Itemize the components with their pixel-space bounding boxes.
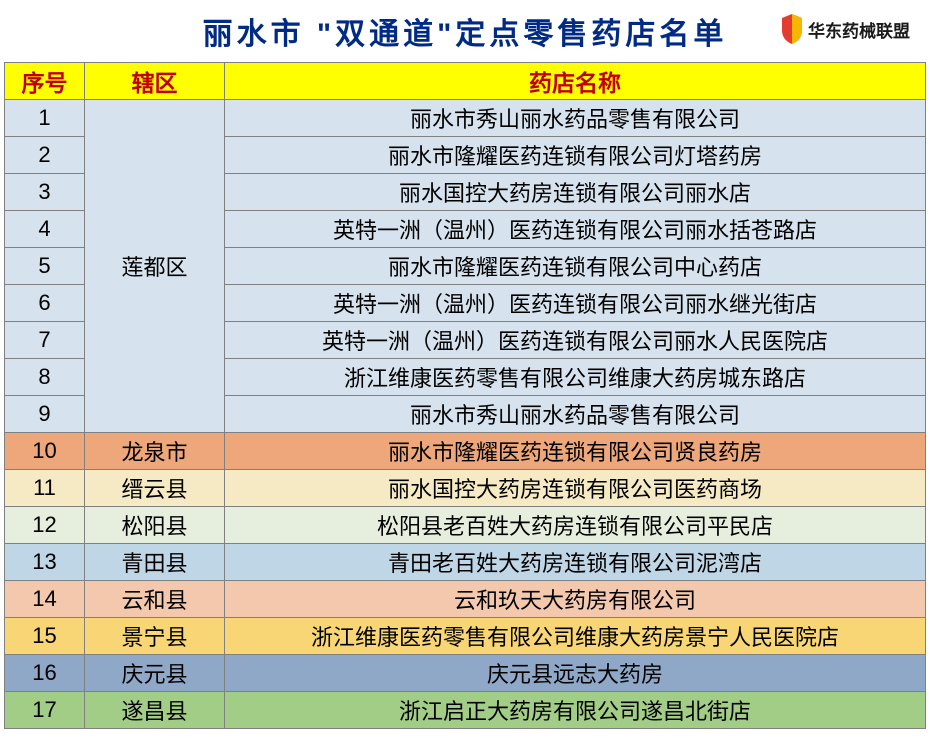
- cell-seq: 2: [5, 137, 85, 174]
- table-row: 13青田县青田老百姓大药房连锁有限公司泥湾店: [5, 544, 926, 581]
- cell-seq: 3: [5, 174, 85, 211]
- brand-badge: 华东药械联盟: [780, 12, 910, 46]
- cell-seq: 17: [5, 692, 85, 729]
- cell-pharmacy-name: 丽水市隆耀医药连锁有限公司贤良药房: [225, 433, 926, 470]
- cell-district: 青田县: [85, 544, 225, 581]
- table-body: 1莲都区丽水市秀山丽水药品零售有限公司2丽水市隆耀医药连锁有限公司灯塔药房3丽水…: [5, 100, 926, 729]
- cell-pharmacy-name: 浙江启正大药房有限公司遂昌北街店: [225, 692, 926, 729]
- col-header-district: 辖区: [85, 63, 225, 100]
- cell-pharmacy-name: 丽水市秀山丽水药品零售有限公司: [225, 100, 926, 137]
- cell-pharmacy-name: 云和玖天大药房有限公司: [225, 581, 926, 618]
- cell-seq: 5: [5, 248, 85, 285]
- cell-seq: 15: [5, 618, 85, 655]
- cell-seq: 16: [5, 655, 85, 692]
- cell-pharmacy-name: 青田老百姓大药房连锁有限公司泥湾店: [225, 544, 926, 581]
- cell-seq: 7: [5, 322, 85, 359]
- cell-pharmacy-name: 浙江维康医药零售有限公司维康大药房城东路店: [225, 359, 926, 396]
- table-row: 12松阳县松阳县老百姓大药房连锁有限公司平民店: [5, 507, 926, 544]
- cell-seq: 14: [5, 581, 85, 618]
- cell-district: 遂昌县: [85, 692, 225, 729]
- brand-text: 华东药械联盟: [808, 17, 910, 42]
- table-row: 15景宁县浙江维康医药零售有限公司维康大药房景宁人民医院店: [5, 618, 926, 655]
- cell-pharmacy-name: 丽水市隆耀医药连锁有限公司中心药店: [225, 248, 926, 285]
- cell-pharmacy-name: 丽水市隆耀医药连锁有限公司灯塔药房: [225, 137, 926, 174]
- cell-pharmacy-name: 丽水国控大药房连锁有限公司丽水店: [225, 174, 926, 211]
- cell-district: 缙云县: [85, 470, 225, 507]
- title-row: 丽水市 "双通道"定点零售药店名单 华东药械联盟: [4, 0, 926, 62]
- cell-pharmacy-name: 松阳县老百姓大药房连锁有限公司平民店: [225, 507, 926, 544]
- cell-district: 松阳县: [85, 507, 225, 544]
- cell-seq: 13: [5, 544, 85, 581]
- cell-seq: 6: [5, 285, 85, 322]
- table-row: 10龙泉市丽水市隆耀医药连锁有限公司贤良药房: [5, 433, 926, 470]
- cell-seq: 10: [5, 433, 85, 470]
- cell-pharmacy-name: 丽水市秀山丽水药品零售有限公司: [225, 396, 926, 433]
- table-row: 11缙云县丽水国控大药房连锁有限公司医药商场: [5, 470, 926, 507]
- col-header-seq: 序号: [5, 63, 85, 100]
- cell-seq: 1: [5, 100, 85, 137]
- cell-district: 云和县: [85, 581, 225, 618]
- table-row: 14云和县云和玖天大药房有限公司: [5, 581, 926, 618]
- cell-pharmacy-name: 英特一洲（温州）医药连锁有限公司丽水继光街店: [225, 285, 926, 322]
- table-header-row: 序号 辖区 药店名称: [5, 63, 926, 100]
- page-title: 丽水市 "双通道"定点零售药店名单: [203, 9, 728, 53]
- brand-shield-icon: [780, 12, 804, 46]
- cell-district-merged: 莲都区: [85, 100, 225, 433]
- cell-pharmacy-name: 庆元县远志大药房: [225, 655, 926, 692]
- table-row: 16庆元县庆元县远志大药房: [5, 655, 926, 692]
- cell-district: 龙泉市: [85, 433, 225, 470]
- pharmacy-table: 序号 辖区 药店名称 1莲都区丽水市秀山丽水药品零售有限公司2丽水市隆耀医药连锁…: [4, 62, 926, 729]
- cell-seq: 4: [5, 211, 85, 248]
- col-header-name: 药店名称: [225, 63, 926, 100]
- table-row: 17遂昌县浙江启正大药房有限公司遂昌北街店: [5, 692, 926, 729]
- cell-pharmacy-name: 浙江维康医药零售有限公司维康大药房景宁人民医院店: [225, 618, 926, 655]
- cell-district: 庆元县: [85, 655, 225, 692]
- cell-pharmacy-name: 英特一洲（温州）医药连锁有限公司丽水人民医院店: [225, 322, 926, 359]
- cell-pharmacy-name: 丽水国控大药房连锁有限公司医药商场: [225, 470, 926, 507]
- cell-seq: 11: [5, 470, 85, 507]
- page-container: 丽水市 "双通道"定点零售药店名单 华东药械联盟 序号 辖区 药店名称 1莲都区…: [0, 0, 930, 729]
- cell-seq: 12: [5, 507, 85, 544]
- cell-seq: 8: [5, 359, 85, 396]
- cell-district: 景宁县: [85, 618, 225, 655]
- cell-seq: 9: [5, 396, 85, 433]
- cell-pharmacy-name: 英特一洲（温州）医药连锁有限公司丽水括苍路店: [225, 211, 926, 248]
- table-row: 1莲都区丽水市秀山丽水药品零售有限公司: [5, 100, 926, 137]
